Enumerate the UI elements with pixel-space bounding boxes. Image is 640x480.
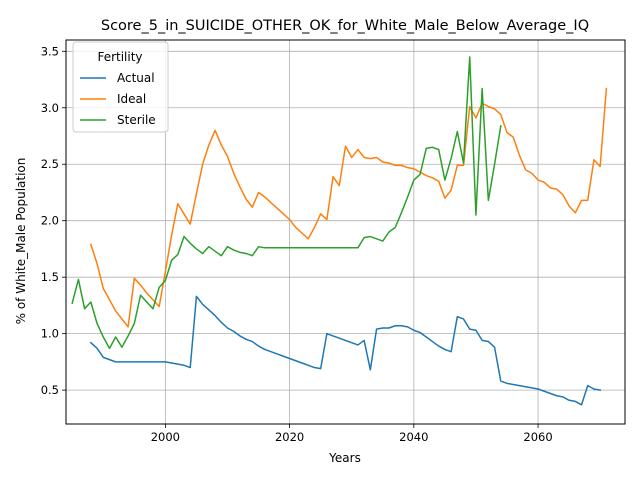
x-axis-ticks: 2000 2020 2040 2060: [151, 424, 553, 444]
y-tick-label: 1.5: [41, 270, 59, 284]
y-tick-label: 2.5: [41, 157, 59, 171]
y-tick-label: 3.0: [41, 101, 59, 115]
legend-title: Fertility: [97, 50, 142, 64]
y-axis-ticks: 0.5 1.0 1.5 2.0 2.5 3.0 3.5: [41, 44, 66, 397]
x-tick-label: 2060: [523, 430, 552, 444]
y-tick-label: 0.5: [41, 383, 59, 397]
y-tick-label: 2.0: [41, 214, 59, 228]
x-tick-label: 2000: [151, 430, 180, 444]
series-line-ideal: [89, 87, 608, 328]
series-lines: [71, 56, 608, 406]
series-line-actual: [89, 295, 602, 406]
y-axis-label: % of White_Male Population: [14, 158, 28, 325]
x-tick-label: 2020: [275, 430, 304, 444]
y-tick-label: 3.5: [41, 44, 59, 58]
grid-lines: [66, 40, 625, 424]
legend: Fertility Actual Ideal Sterile: [72, 41, 169, 133]
plot-frame: [65, 39, 626, 425]
series-line-sterile: [71, 56, 502, 350]
chart-title: Score_5_in_SUICIDE_OTHER_OK_for_White_Ma…: [101, 18, 589, 34]
legend-box: [72, 41, 169, 133]
y-tick-label: 1.0: [41, 327, 59, 341]
x-tick-label: 2040: [399, 430, 428, 444]
legend-label-sterile: Sterile: [117, 113, 156, 127]
legend-entries: Actual Ideal Sterile: [80, 71, 156, 127]
x-axis-label: Years: [328, 451, 361, 465]
legend-label-actual: Actual: [117, 71, 155, 85]
legend-label-ideal: Ideal: [117, 92, 146, 106]
